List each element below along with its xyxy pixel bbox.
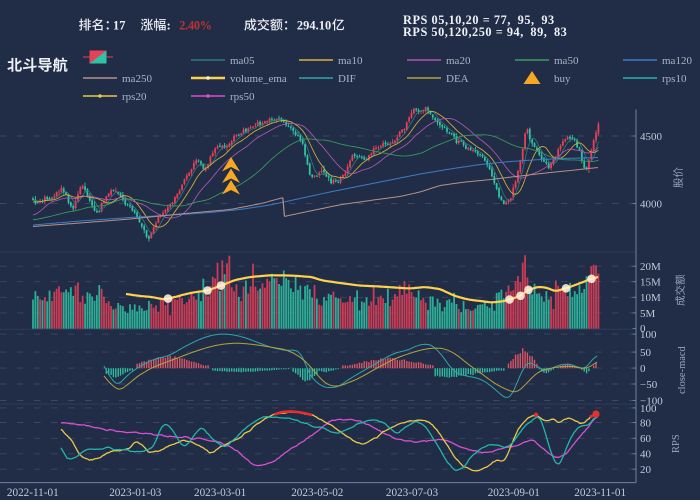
svg-text:close-macd: close-macd <box>677 345 688 394</box>
svg-text:RPS 05,10,20 = 77, 95, 93: RPS 05,10,20 = 77, 95, 93 <box>403 13 554 27</box>
svg-text:4000: 4000 <box>640 198 663 210</box>
svg-text:ma05: ma05 <box>230 55 255 67</box>
svg-text:20M: 20M <box>640 261 661 273</box>
svg-text:0: 0 <box>640 323 646 335</box>
svg-text:2023-11-01: 2023-11-01 <box>574 487 626 499</box>
svg-text:294.10: 294.10 <box>297 19 331 33</box>
svg-text:20: 20 <box>640 464 652 476</box>
svg-text:15M: 15M <box>640 277 661 289</box>
svg-text:DIF: DIF <box>338 73 356 85</box>
svg-text:rps20: rps20 <box>122 91 147 103</box>
svg-text:10M: 10M <box>640 292 661 304</box>
svg-text:RPS 50,120,250 = 94, 89, 83: RPS 50,120,250 = 94, 89, 83 <box>403 25 567 39</box>
svg-text:DEA: DEA <box>446 73 469 85</box>
svg-text:5M: 5M <box>640 308 656 320</box>
svg-text:buy: buy <box>554 73 571 85</box>
svg-text:4500: 4500 <box>640 131 663 143</box>
svg-text:ma250: ma250 <box>122 73 152 85</box>
svg-text:40: 40 <box>640 449 652 461</box>
svg-text:100: 100 <box>640 329 657 341</box>
svg-text:100: 100 <box>640 403 657 415</box>
svg-text:60: 60 <box>640 433 652 445</box>
svg-text:2022-11-01: 2022-11-01 <box>7 487 59 499</box>
svg-text:0: 0 <box>640 363 646 375</box>
svg-text:rps10: rps10 <box>662 73 687 85</box>
svg-text::: : <box>167 18 171 33</box>
svg-text:80: 80 <box>640 417 652 429</box>
svg-text:ma10: ma10 <box>338 55 363 67</box>
svg-text:ma50: ma50 <box>554 55 579 67</box>
svg-text:2023-09-01: 2023-09-01 <box>488 487 540 499</box>
svg-text:ma120: ma120 <box>662 55 692 67</box>
svg-text:17: 17 <box>113 19 125 33</box>
svg-text:−100: −100 <box>640 395 663 407</box>
svg-text:RPS: RPS <box>671 434 682 453</box>
svg-text:2.40%: 2.40% <box>179 19 212 33</box>
svg-text:2023-05-02: 2023-05-02 <box>291 487 343 499</box>
svg-text:rps50: rps50 <box>230 91 255 103</box>
svg-text:50: 50 <box>640 347 652 359</box>
svg-text:2023-07-03: 2023-07-03 <box>386 487 439 499</box>
svg-text:2023-03-01: 2023-03-01 <box>194 487 246 499</box>
svg-text:volume_ema: volume_ema <box>230 73 287 85</box>
svg-text:−50: −50 <box>640 379 658 391</box>
svg-text:2023-01-03: 2023-01-03 <box>109 487 162 499</box>
svg-text:ma20: ma20 <box>446 55 471 67</box>
